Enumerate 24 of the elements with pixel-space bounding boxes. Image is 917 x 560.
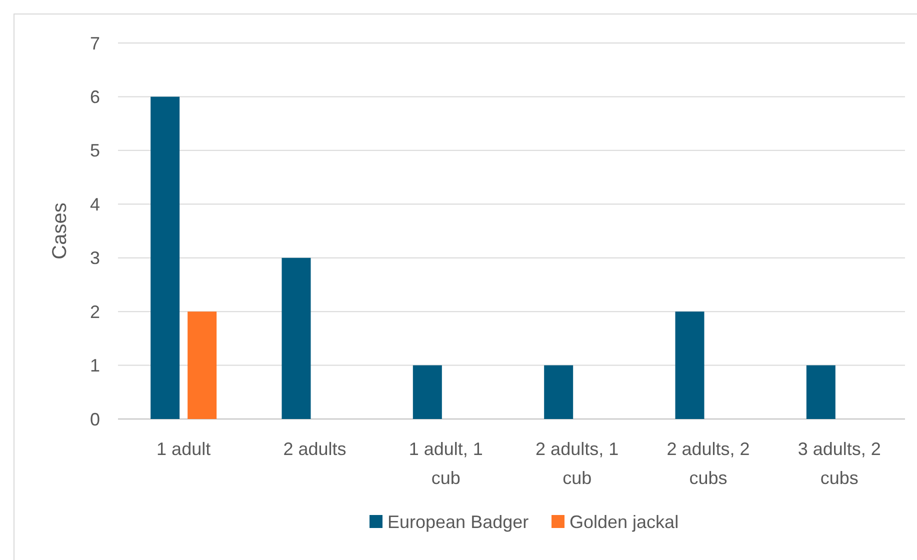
x-tick-label: 1 adult [156, 439, 211, 459]
y-tick-label: 2 [90, 302, 100, 322]
y-tick-label: 3 [90, 248, 100, 268]
y-tick-label: 0 [90, 409, 100, 430]
bar [282, 258, 311, 419]
x-tick-label: 2 adults, 2 cubs [666, 439, 750, 488]
legend-label: Golden jackal [570, 512, 679, 532]
bar [412, 365, 442, 419]
bar [544, 365, 574, 419]
y-tick-label: 5 [90, 140, 100, 161]
bar [150, 96, 180, 419]
x-tick-label: 2 adults [283, 439, 346, 459]
y-tick-label: 6 [90, 87, 100, 108]
y-tick-label: 1 [90, 356, 100, 376]
x-tick-label: 1 adult, 1 cub [408, 439, 483, 488]
bar [675, 312, 704, 419]
bar [188, 312, 217, 419]
x-tick-label: 2 adults, 1 cub [536, 439, 619, 488]
x-tick-label: 3 adults, 2 cubs [798, 439, 881, 488]
bar [806, 365, 836, 419]
y-tick-label: 4 [90, 194, 100, 214]
y-tick-label: 7 [90, 33, 100, 54]
y-axis-title: Cases [49, 202, 71, 260]
legend-label: European Badger [388, 512, 529, 532]
